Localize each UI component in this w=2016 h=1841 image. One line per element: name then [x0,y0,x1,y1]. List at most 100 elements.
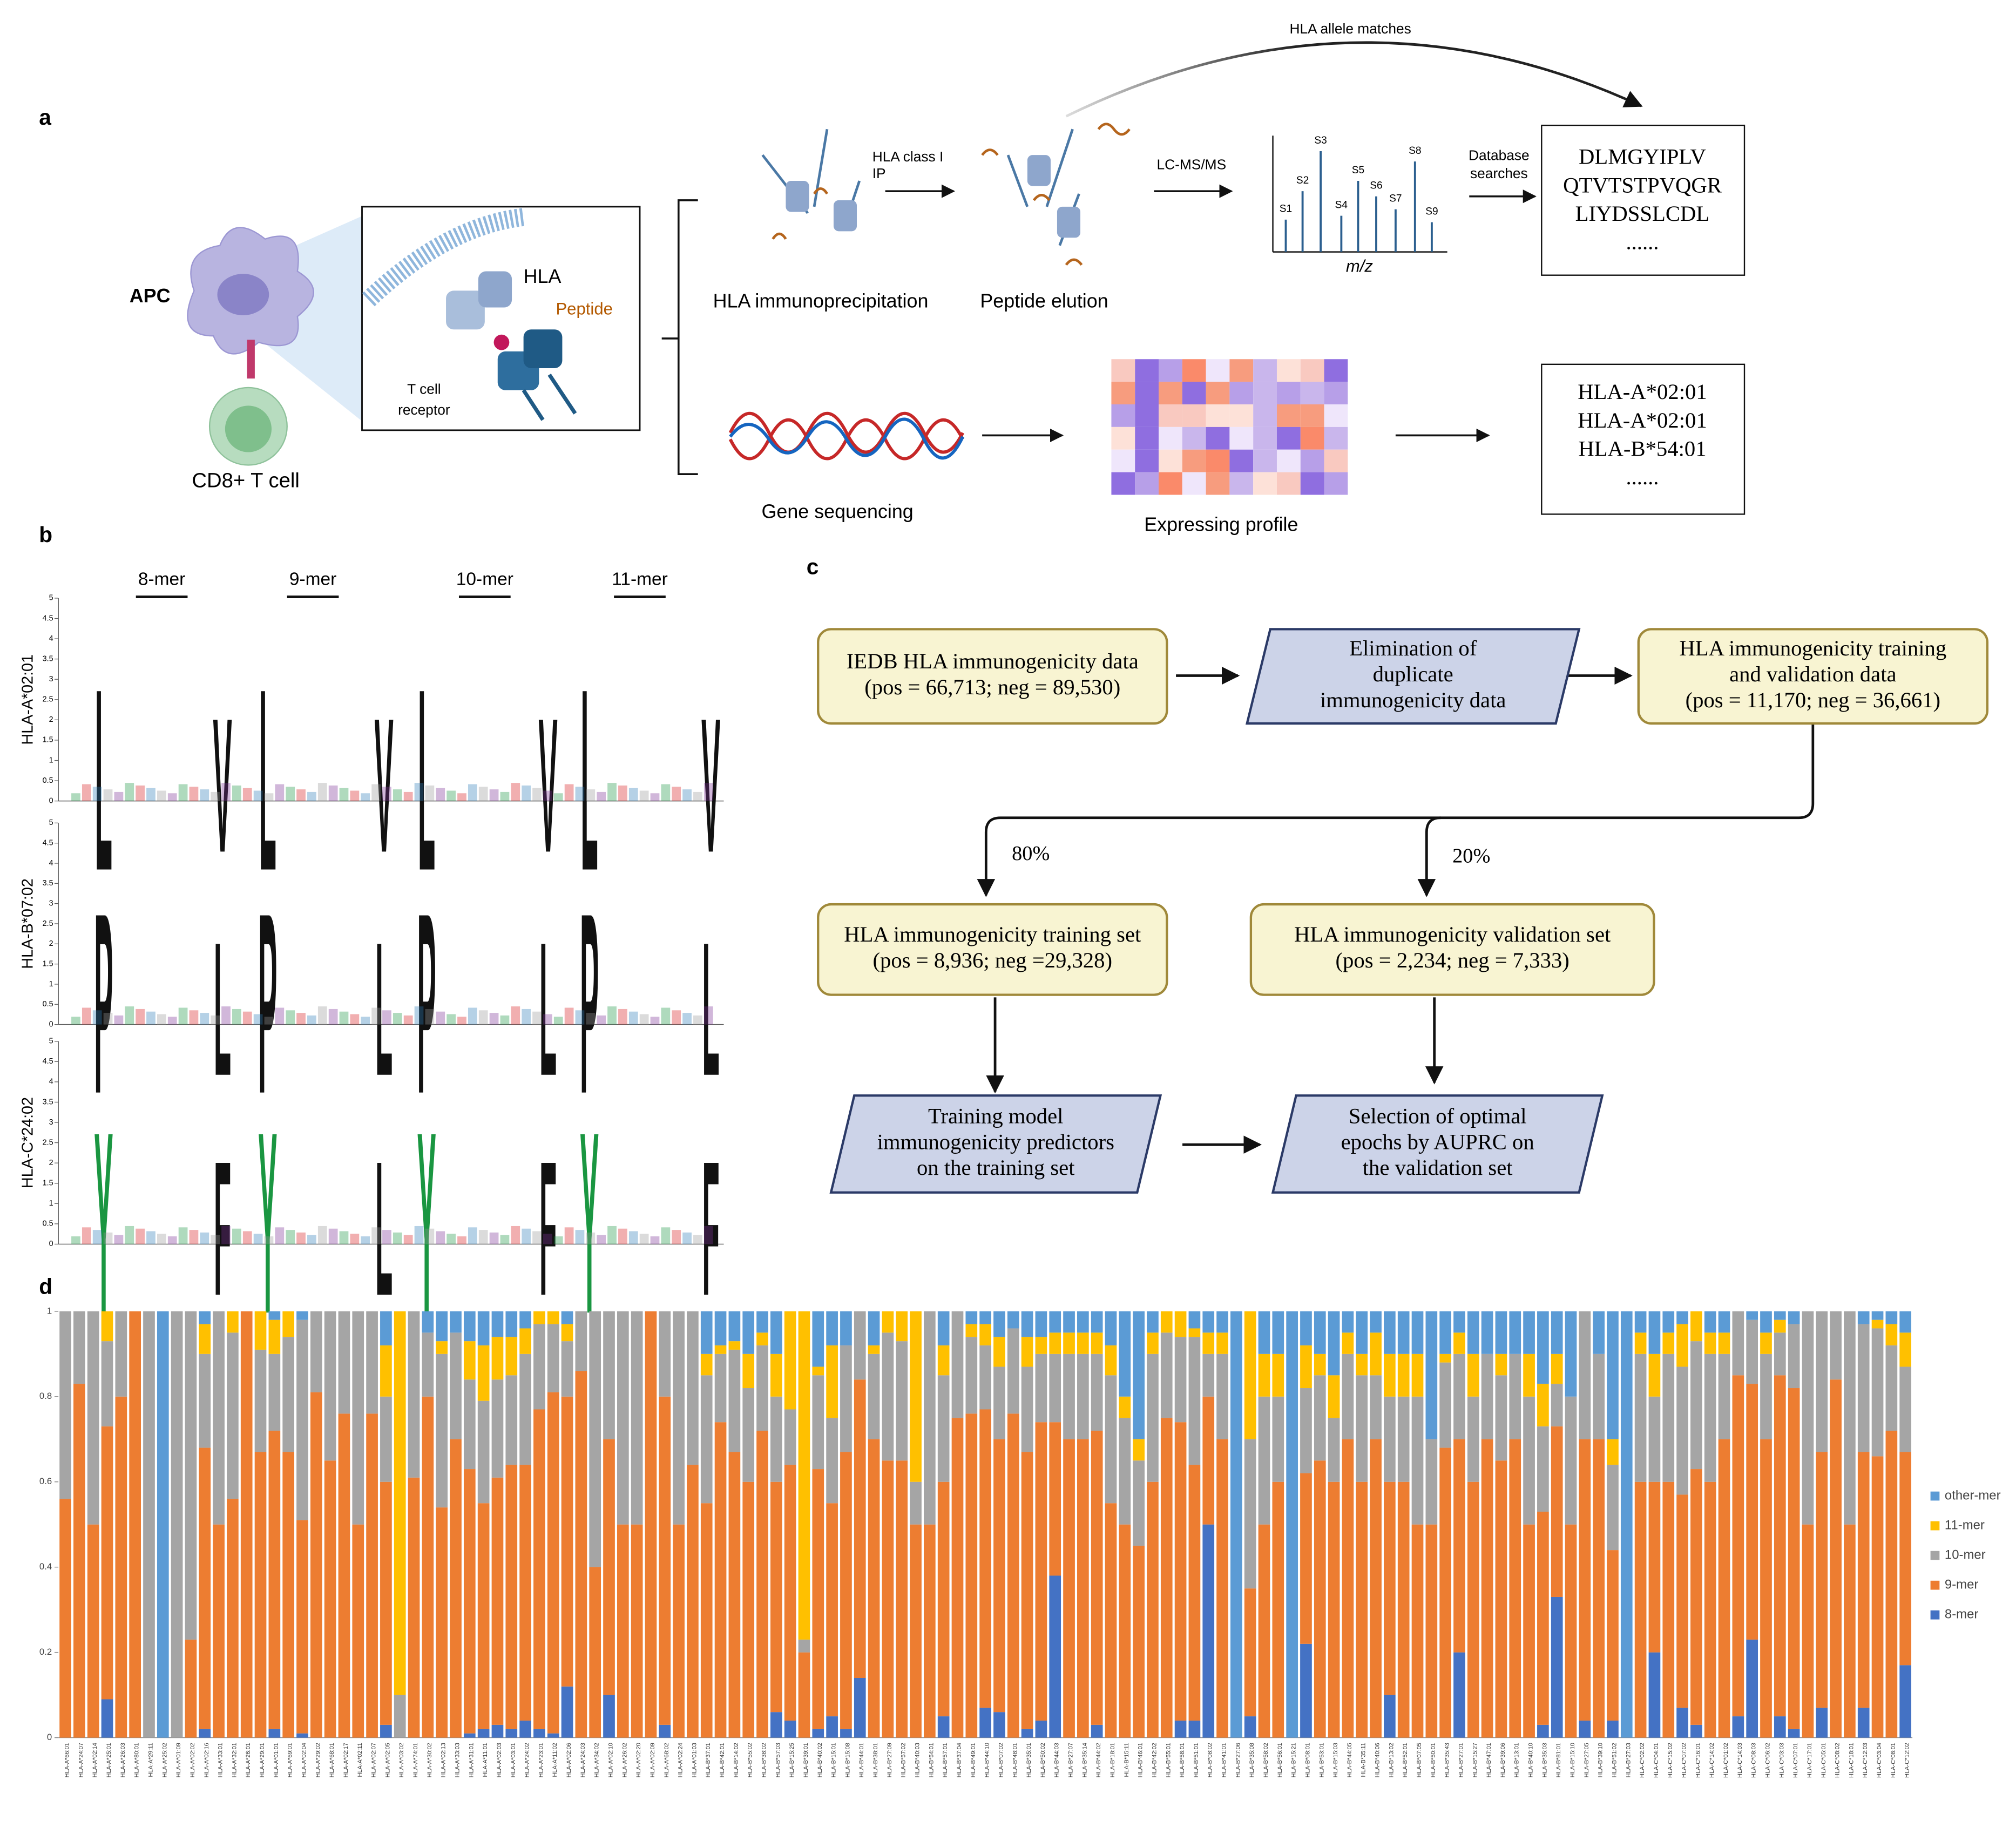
bar-segment [1439,1311,1451,1354]
bar-segment [1551,1353,1563,1384]
logo-noise [125,783,134,801]
bar-segment [1871,1328,1884,1457]
bar-segment [296,1319,308,1520]
peptide-seq: LIYDSSLCDL [1575,201,1710,226]
x-tick-label: HLA-C*18:01 [1848,1743,1855,1778]
x-tick-label: HLA-C*05:01 [1821,1743,1827,1778]
logo-noise [264,793,274,801]
spectrum: S1 S2 S3 S4 S5 S6 S7 S8 S9 [1280,135,1438,252]
bar-segment [728,1452,741,1738]
bar-segment [1453,1311,1465,1333]
label: receptor [398,402,450,418]
legend-label: 8-mer [1945,1607,1978,1622]
bar-segment [784,1720,796,1738]
arrow [1417,816,1441,897]
bar-segment [1718,1353,1730,1439]
logo-noise [693,791,702,801]
legend-swatch [1930,1580,1940,1590]
y-tick-label: 1 [47,1305,52,1316]
bar-segment [1021,1337,1033,1367]
x-tick-label: HLA-A*03:02 [398,1743,405,1777]
x-tick-label: HLA-B*50:01 [1430,1743,1437,1777]
bar-segment [1439,1353,1451,1363]
x-tick-label: HLA-A*26:01 [245,1743,252,1777]
x-tick-label: HLA-C*01:02 [1723,1743,1729,1778]
logo-noise [339,1231,349,1244]
t-cell-nucleus [225,405,272,452]
logo-noise [71,793,80,801]
bar-segment [896,1460,908,1738]
x-tick-label: HLA-B*27:06 [1235,1743,1241,1777]
logo-noise [468,1227,477,1244]
bar-segment [1885,1311,1898,1324]
logo-noise [639,1234,649,1244]
x-tick-label: HLA-C*17:01 [1807,1743,1813,1778]
node-label: (pos = 66,713; neg = 89,530) [864,675,1120,699]
logo-noise [242,788,252,801]
logo-noise [146,1231,155,1244]
motif-letter: L [375,1121,393,1335]
bar-segment [199,1447,211,1729]
bar-segment [603,1311,615,1439]
logo-noise [586,1013,596,1025]
logo-noise [103,1013,113,1025]
bar-segment [1718,1311,1730,1333]
logo-tick-label: 4 [49,1078,53,1086]
x-tick-label: HLA-B*08:01 [1304,1743,1311,1777]
bar-segment [1718,1439,1730,1738]
bar-segment [101,1426,113,1700]
logo-noise [393,1232,402,1244]
bar-segment [993,1439,1005,1713]
logo-noise [553,1017,563,1025]
node-label: epochs by AUPRC on [1341,1129,1534,1154]
motif-letter: L [214,903,231,1115]
bar-segment [812,1375,824,1470]
bar-segment [296,1733,308,1738]
bar-segment [1188,1465,1201,1721]
bar-segment [979,1409,991,1708]
logo-noise [457,1236,466,1244]
logo-noise [157,790,166,801]
bar-segment [1607,1465,1619,1551]
bar-segment [436,1353,448,1508]
bar-segment [1035,1422,1047,1721]
x-tick-label: HLA-B*13:01 [1514,1743,1520,1777]
bar-segment [101,1699,113,1738]
bar-segment [798,1639,810,1653]
bar-segment [450,1332,462,1439]
logo-noise [157,1234,166,1244]
zoom-box [361,206,641,431]
logo-noise [564,1007,574,1025]
bar-segment [408,1311,420,1478]
bar-segment [1607,1311,1619,1439]
logo-noise [125,1226,134,1244]
bar-segment [1662,1481,1675,1738]
bar-segment [1495,1460,1507,1738]
bar-segment [1593,1311,1605,1354]
bar-segment [1147,1311,1159,1333]
x-tick-label: HLA-A*11:02 [552,1743,558,1777]
hla-shape [446,290,485,330]
bar-segment [227,1311,239,1333]
logo-noise [382,787,391,801]
bar-segment [1188,1328,1201,1337]
bar-segment [1314,1311,1326,1354]
bar-segment [673,1524,685,1738]
x-tick-label: HLA-B*39:01 [803,1743,809,1777]
bar-segment [1356,1481,1368,1738]
bar-segment [366,1311,378,1414]
bar-segment [1467,1481,1479,1738]
x-tick-label: HLA-A*02:20 [635,1743,642,1777]
bar-segment [1342,1353,1354,1439]
logo-noise [511,1006,520,1025]
panel-label: c [807,554,819,579]
bar-segment [1871,1311,1884,1320]
logo-noise [597,791,606,801]
bar-segment [1077,1332,1089,1354]
x-tick-label: HLA-C*04:01 [1653,1743,1660,1778]
logo-noise [253,1234,263,1244]
logo-noise [639,1014,649,1025]
bar-segment [1565,1396,1577,1525]
logo-noise [522,1009,531,1025]
x-tick-label: HLA-B*56:01 [1277,1743,1283,1777]
